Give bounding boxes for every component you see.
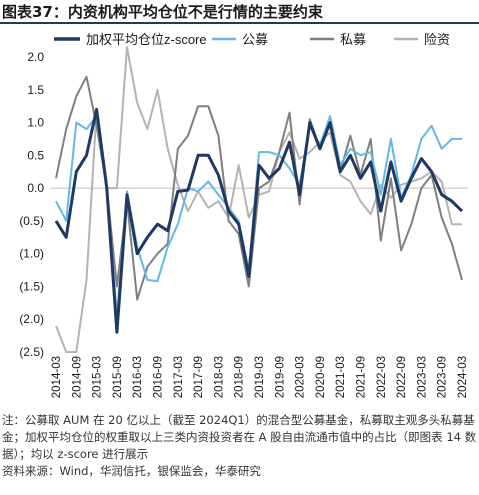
footnote: 注：公募取 AUM 在 20 亿以上（截至 2024Q1）的混合型公募基金，私募… [2,413,477,461]
x-tick-label: 2020-03 [295,356,307,398]
figure-title: 图表37：内资机构平均仓位不是行情的主要约束 [2,3,323,21]
x-tick-label: 2020-09 [315,356,327,398]
y-tick-label: (0.5) [19,214,44,228]
series-line-0 [54,107,464,334]
x-tick-label: 2018-09 [234,356,246,398]
chart-area: 2.0 1.5 1.0 0.5 0.0 (0.5) (1.0) (1.5) (2.0) (2.5)… [0,24,479,412]
y-tick-label: (1.5) [19,279,44,293]
x-tick-label: 2022-09 [396,356,408,398]
notes-block: 注：公募取 AUM 在 20 亿以上（截至 2024Q1）的混合型公募基金，私募… [2,412,477,480]
series-lines [54,46,464,353]
y-tick-label: 0.0 [27,181,44,195]
y-tick-label: 1.0 [27,116,44,130]
line-chart: 2.0 1.5 1.0 0.5 0.0 (0.5) (1.0) (1.5) (2.0) (2.5)… [19,32,469,398]
x-tick-label: 2015-09 [112,356,124,398]
y-tick-label: 2.0 [27,50,44,64]
y-tick-label: (1.0) [19,247,44,261]
x-tick-label: 2021-03 [335,356,347,398]
x-tick-label: 2022-03 [376,356,388,398]
legend-label: 私募 [340,32,366,47]
x-tick-label: 2016-09 [153,356,165,398]
x-tick-label: 2018-03 [213,356,225,398]
legend-label: 加权平均仓位z-score [86,32,207,47]
y-tick-label: (2.0) [19,312,44,326]
y-tick-label: 1.5 [27,83,44,97]
x-tick-label: 2019-03 [254,356,266,398]
x-tick-label: 2014-09 [71,356,83,398]
source-note: 资料来源：Wind，华润信托，银保监会，华泰研究 [2,464,261,478]
legend-label: 险资 [424,32,450,47]
x-tick-label: 2015-03 [92,356,104,398]
x-tick-label: 2024-03 [457,356,469,398]
x-tick-label: 2023-09 [437,356,449,398]
x-tick-label: 2023-03 [416,356,428,398]
x-tick-label: 2014-03 [51,356,63,398]
x-tick-label: 2019-09 [274,356,286,398]
legend: 加权平均仓位z-score 公募 私募 险资 [54,32,450,47]
y-tick-label: (2.5) [19,345,44,359]
legend-label: 公募 [242,32,268,47]
figure-header: 图表37：内资机构平均仓位不是行情的主要约束 [0,0,479,24]
x-tick-label: 2017-03 [173,356,185,398]
y-tick-label: 0.5 [27,148,44,162]
x-axis-ticks: 2014-03 2014-09 2015-03 2015-09 2016-03 2016-… [51,356,469,398]
x-tick-label: 2021-09 [356,356,368,398]
x-tick-label: 2017-09 [193,356,205,398]
x-tick-label: 2016-03 [132,356,144,398]
y-axis-ticks: 2.0 1.5 1.0 0.5 0.0 (0.5) (1.0) (1.5) (2.0) (2.5) [19,50,44,359]
